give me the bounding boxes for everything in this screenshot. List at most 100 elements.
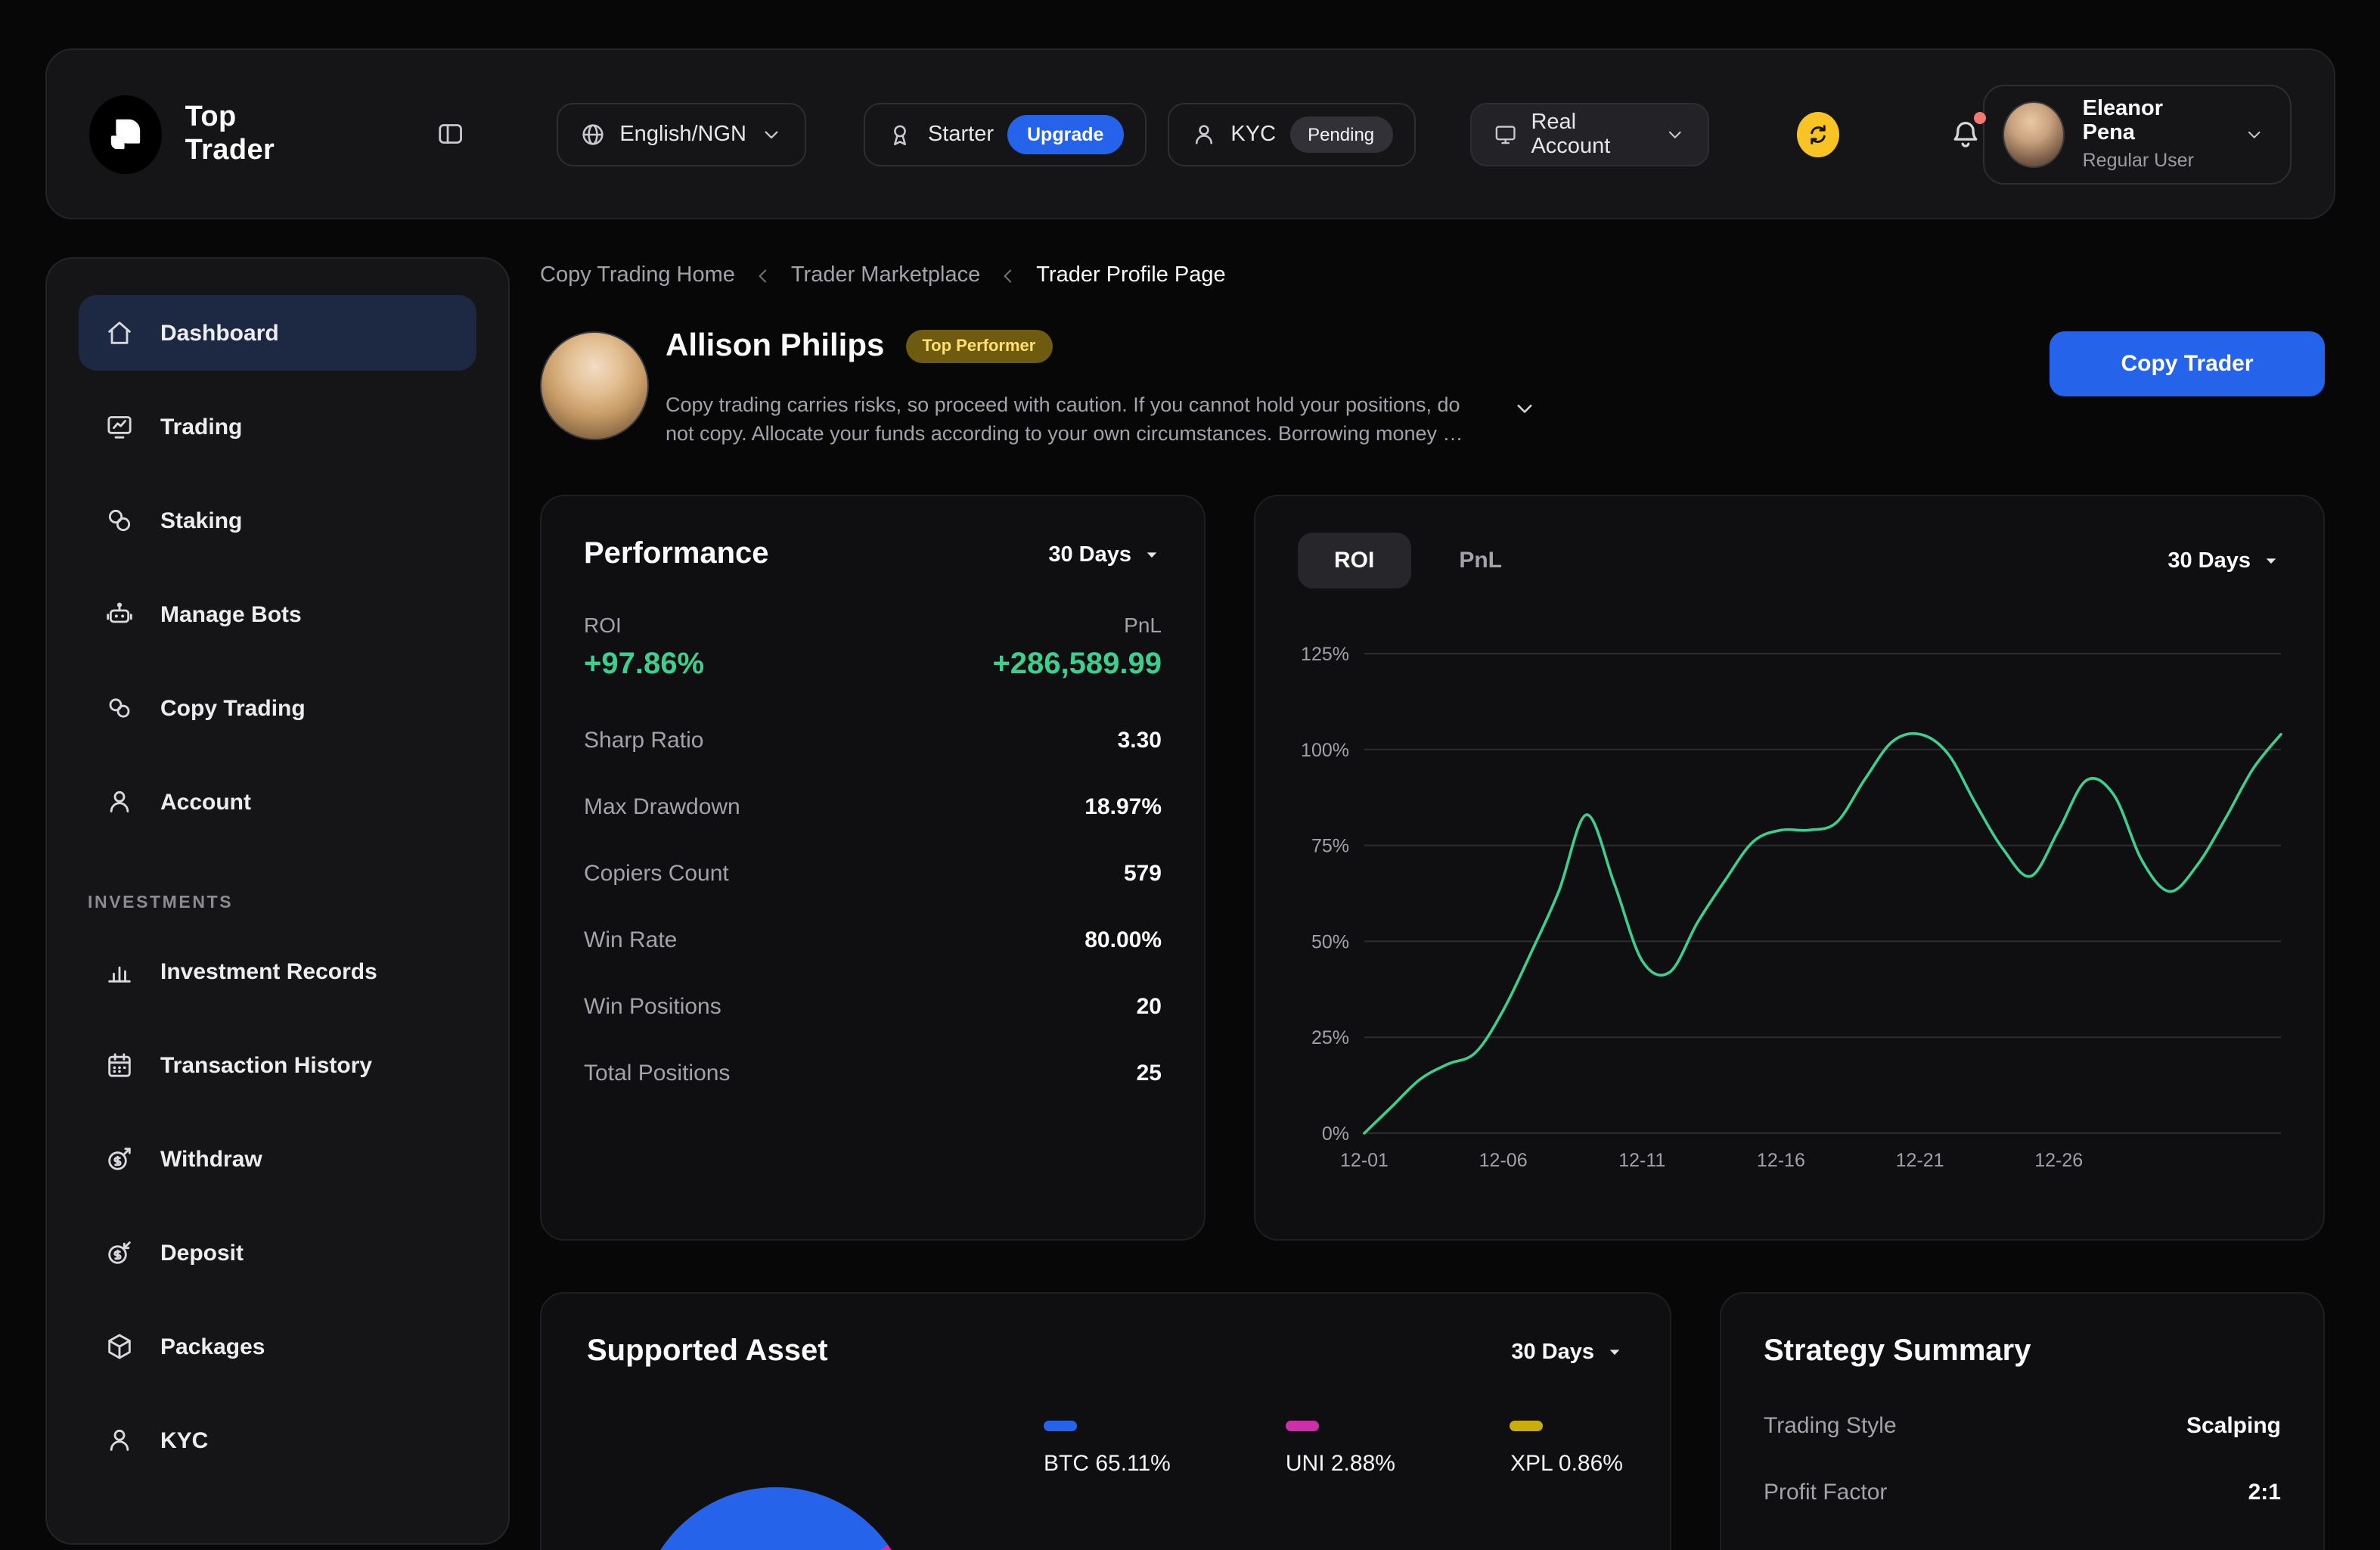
sidebar-item-copy-trading[interactable]: Copy Trading <box>79 670 476 746</box>
notifications-button[interactable] <box>1948 112 1987 151</box>
sidebar-item-label: KYC <box>160 1427 209 1453</box>
performance-stats: Sharp Ratio 3.30 Max Drawdown 18.97% Copie… <box>584 728 1162 1086</box>
trader-header: Allison Philips Top Performer <box>666 328 1053 365</box>
plan-pill: Starter Upgrade <box>864 102 1147 166</box>
stat-row: Total Positions 25 <box>584 1061 1162 1086</box>
id-icon <box>104 1425 135 1455</box>
breadcrumb: Copy Trading Home Trader Marketplace Tra… <box>540 263 1226 287</box>
svg-text:12-16: 12-16 <box>1757 1150 1805 1171</box>
withdraw-icon <box>104 1144 135 1174</box>
user-role: Regular User <box>2082 150 2194 171</box>
performance-range-dropdown[interactable]: 30 Days <box>1048 542 1162 567</box>
legend-label: XPL 0.86% <box>1510 1451 1623 1477</box>
app-logo-icon <box>89 95 163 173</box>
caret-down-icon <box>1142 545 1162 564</box>
user-icon <box>1190 120 1217 148</box>
chevron-left-icon <box>997 264 1019 287</box>
stat-row: Sharp Ratio 3.30 <box>584 728 1162 753</box>
sidebar-item-investment-records[interactable]: Investment Records <box>79 933 476 1009</box>
svg-text:100%: 100% <box>1301 740 1349 761</box>
stat-row: Max Drawdown 18.97% <box>584 794 1162 820</box>
stat-label: Sharp Ratio <box>584 728 704 753</box>
sidebar-item-account[interactable]: Account <box>79 764 476 840</box>
asset-range-dropdown[interactable]: 30 Days <box>1511 1340 1624 1364</box>
sidebar-item-manage-bots[interactable]: Manage Bots <box>79 576 476 652</box>
copy-trader-button[interactable]: Copy Trader <box>2050 331 2325 396</box>
chart-range-dropdown[interactable]: 30 Days <box>2167 548 2281 573</box>
svg-text:0%: 0% <box>1322 1123 1349 1145</box>
top-performer-badge: Top Performer <box>905 330 1053 363</box>
legend-label: BTC 65.11% <box>1044 1451 1171 1477</box>
chevron-down-icon <box>1665 122 1687 146</box>
breadcrumb-copy-trading-home[interactable]: Copy Trading Home <box>540 263 735 287</box>
performance-title: Performance <box>584 537 769 570</box>
strategy-value: 2:1 <box>2248 1480 2281 1505</box>
svg-text:12-11: 12-11 <box>1618 1150 1665 1171</box>
user-name: Eleanor Pena <box>2082 97 2163 145</box>
language-label: English/NGN <box>619 122 746 146</box>
roi-value: +97.86% <box>584 648 705 681</box>
stat-label: Win Rate <box>584 927 678 953</box>
sidebar-item-withdraw[interactable]: Withdraw <box>79 1121 476 1197</box>
plan-label: Starter <box>927 122 994 146</box>
sidebar-item-trading[interactable]: Trading <box>79 389 476 464</box>
home-icon <box>104 318 135 348</box>
sidebar-item-deposit[interactable]: Deposit <box>79 1215 476 1291</box>
btc-swatch <box>1044 1421 1077 1431</box>
supported-asset-card: Supported Asset 30 Days BTC 65.11% UNI 2… <box>540 1292 1671 1550</box>
sidebar-item-dashboard[interactable]: Dashboard <box>79 295 476 371</box>
svg-text:12-26: 12-26 <box>2034 1150 2083 1171</box>
range-label: 30 Days <box>1511 1340 1594 1364</box>
sidebar-section-investments: INVESTMENTS <box>88 894 234 912</box>
strategy-label: Trading Style <box>1764 1413 1897 1439</box>
tab-roi[interactable]: ROI <box>1298 533 1411 589</box>
language-selector[interactable]: English/NGN <box>556 102 807 166</box>
strategy-label: Profit Factor <box>1764 1480 1888 1505</box>
trader-avatar <box>540 331 649 440</box>
stat-label: Copiers Count <box>584 861 729 887</box>
strategy-rows: Trading Style Scalping Profit Factor 2:1 <box>1764 1413 2281 1505</box>
svg-text:12-21: 12-21 <box>1896 1150 1944 1171</box>
globe-icon <box>579 120 606 148</box>
stat-label: Total Positions <box>584 1061 731 1086</box>
top-bar: Top Trader English/NGN Starter Upgrade K… <box>45 48 2335 219</box>
sidebar-item-transaction-history[interactable]: Transaction History <box>79 1027 476 1103</box>
user-info: Eleanor Pena Regular User <box>2083 97 2211 171</box>
expand-disclaimer-icon[interactable] <box>1511 395 1538 422</box>
sidebar-item-label: Manage Bots <box>160 601 302 627</box>
chevron-down-icon <box>760 122 784 146</box>
tab-pnl[interactable]: PnL <box>1459 548 1503 573</box>
roi-line-chart: 0% 25% 50% 75% 100% 125% 12-01 12-06 12-11 12-16 1… <box>1301 644 2282 1171</box>
chart-tabs: ROI PnL <box>1298 533 1538 589</box>
breadcrumb-trader-marketplace[interactable]: Trader Marketplace <box>790 263 981 287</box>
kyc-pill[interactable]: KYC Pending <box>1167 102 1416 166</box>
strategy-value: Scalping <box>2186 1413 2281 1439</box>
pnl-value: +286,589.99 <box>992 648 1162 681</box>
upgrade-button[interactable]: Upgrade <box>1007 114 1124 154</box>
trading-chart-icon <box>104 412 135 442</box>
roi-label: ROI <box>584 613 622 637</box>
convert-button[interactable] <box>1797 111 1840 157</box>
user-menu[interactable]: Eleanor Pena Regular User <box>1983 84 2292 184</box>
sidebar-item-staking[interactable]: Staking <box>79 483 476 558</box>
stat-value: 80.00% <box>1084 927 1162 953</box>
sidebar-item-label: Staking <box>160 508 243 533</box>
legend-item-xpl: XPL 0.86% <box>1510 1421 1623 1477</box>
calendar-icon <box>104 1050 135 1080</box>
asset-pie-chart <box>638 1487 914 1550</box>
strategy-title: Strategy Summary <box>1764 1334 2031 1368</box>
stat-row: Copiers Count 579 <box>584 861 1162 887</box>
sidebar-item-packages[interactable]: Packages <box>79 1309 476 1384</box>
trader-name: Allison Philips <box>666 328 885 363</box>
kyc-label: KYC <box>1230 122 1277 146</box>
legend-label: UNI 2.88% <box>1285 1451 1395 1477</box>
risk-disclaimer: Copy trading carries risks, so proceed w… <box>666 393 1463 446</box>
strategy-row: Profit Factor 2:1 <box>1764 1480 2281 1505</box>
coins-icon <box>104 505 135 536</box>
sidebar-item-kyc[interactable]: KYC <box>79 1402 476 1478</box>
pnl-label: PnL <box>1124 613 1162 637</box>
svg-text:12-01: 12-01 <box>1340 1150 1389 1171</box>
account-type-selector[interactable]: Real Account <box>1469 102 1710 166</box>
stat-value: 20 <box>1136 994 1162 1020</box>
sidebar-toggle-icon[interactable] <box>436 118 465 150</box>
